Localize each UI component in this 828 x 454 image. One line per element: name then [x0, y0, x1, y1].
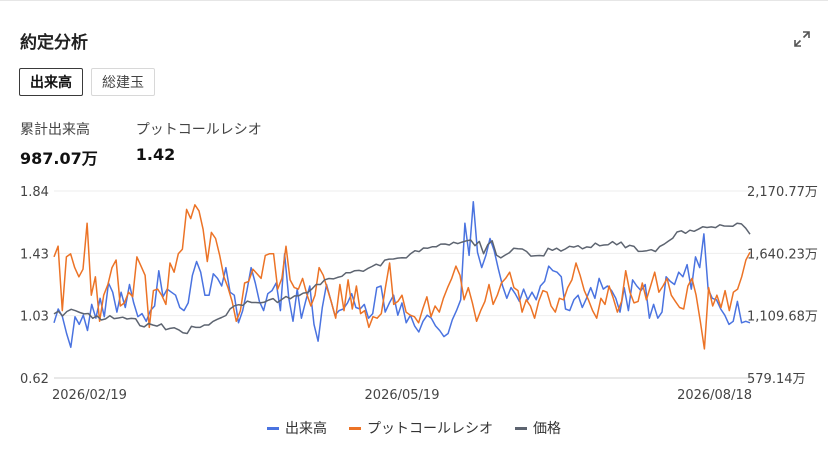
legend-swatch — [515, 426, 527, 430]
stat-put-call-ratio: プットコールレシオ 1.42 — [136, 119, 262, 169]
stat-value: 1.42 — [135, 145, 176, 164]
stat-label: プットコールレシオ — [135, 122, 262, 138]
legend-label: 価格 — [533, 421, 561, 437]
volume-series-line — [53, 200, 751, 349]
legend-item-price[interactable]: 価格 — [515, 418, 561, 438]
stat-value: 987.07万 — [20, 149, 98, 168]
tab-volume[interactable]: 出来高 — [19, 68, 83, 96]
stat-total-volume: 累計出来高 987.07万 — [20, 119, 98, 169]
page-title: 約定分析 — [20, 33, 88, 53]
price-series-line — [53, 222, 751, 335]
legend-swatch — [267, 426, 279, 430]
summary-stats: 累計出来高 987.07万 プットコールレシオ 1.42 — [20, 119, 262, 169]
tab-bar: 出来高 総建玉 — [19, 68, 155, 96]
tab-open-interest[interactable]: 総建玉 — [91, 68, 155, 96]
y-right-tick-label: 579.14万 — [747, 372, 806, 387]
y-left-tick-label: 0.62 — [20, 372, 49, 387]
expand-icon[interactable] — [793, 30, 811, 48]
trade-analysis-chart: 1.84 2,170.77万 1.43 1,640.23万 1.03 1,109.68万 0… — [20, 185, 818, 403]
y-right-tick-label: 1,109.68万 — [747, 310, 818, 325]
legend-swatch — [349, 426, 361, 430]
x-tick-label: 2026/08/18 — [677, 388, 752, 403]
chart-legend: 出来高 プットコールレシオ 価格 — [0, 418, 828, 438]
y-right-tick-label: 2,170.77万 — [747, 185, 818, 200]
y-left-tick-label: 1.03 — [20, 310, 49, 325]
legend-label: プットコールレシオ — [367, 421, 493, 437]
stat-label: 累計出来高 — [20, 122, 90, 138]
put-call-ratio-series-line — [53, 204, 751, 350]
legend-item-volume[interactable]: 出来高 — [267, 418, 327, 438]
y-left-tick-label: 1.43 — [20, 247, 49, 262]
x-tick-label: 2026/05/19 — [365, 388, 440, 403]
y-right-tick-label: 1,640.23万 — [747, 247, 818, 262]
y-left-tick-label: 1.84 — [20, 185, 49, 200]
top-divider — [0, 0, 828, 1]
legend-label: 出来高 — [285, 421, 327, 437]
legend-item-ratio[interactable]: プットコールレシオ — [349, 418, 493, 438]
x-tick-label: 2026/02/19 — [52, 388, 127, 403]
